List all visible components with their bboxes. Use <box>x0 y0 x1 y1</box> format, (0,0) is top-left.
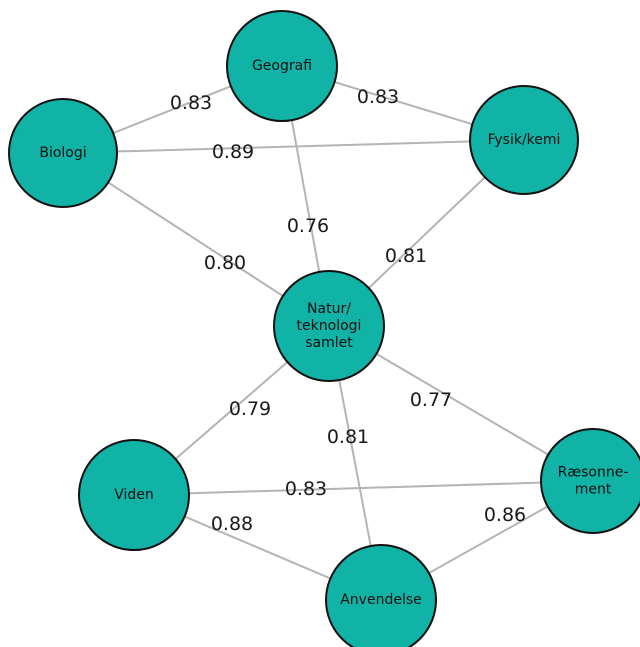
node-label-fysik: Fysik/kemi <box>488 132 561 148</box>
node-geografi: Geografi <box>226 10 338 122</box>
node-label-raesonnement-line-1: ment <box>575 482 612 498</box>
edge-label-viden-anvendelse: 0.88 <box>211 513 253 535</box>
edge-label-geografi-fysik: 0.83 <box>357 86 399 108</box>
edge-viden-raesonnement <box>133 480 594 496</box>
node-circle-raesonnement <box>540 428 640 534</box>
edge-labels-layer: 0.83 0.83 0.89 0.76 0.80 0.81 0.79 0.81 0.77 0.83… <box>170 86 526 535</box>
node-circle-anvendelse <box>325 544 437 647</box>
node-circle-natur <box>273 270 385 382</box>
edge-label-natur-raesonnement: 0.77 <box>410 389 452 411</box>
node-biologi: Biologi <box>8 98 118 208</box>
edge-label-biologi-natur: 0.80 <box>204 252 246 274</box>
node-anvendelse: Anvendelse <box>325 544 437 647</box>
node-circle-geografi <box>226 10 338 122</box>
node-label-biologi: Biologi <box>39 145 86 161</box>
edge-label-natur-anvendelse: 0.81 <box>327 426 369 448</box>
edge-label-viden-raesonnement: 0.83 <box>285 478 327 500</box>
node-label-natur-line-0: Natur/ <box>307 301 351 317</box>
node-circle-viden <box>78 439 190 551</box>
node-label-viden: Viden <box>114 487 154 503</box>
nodes-layer: Geografi Biologi Fysik/kemi Natur/teknologi… <box>8 10 640 647</box>
node-circle-biologi <box>8 98 118 208</box>
node-label-natur-line-1: teknologi <box>297 318 362 334</box>
node-label-geografi: Geografi <box>252 58 312 74</box>
node-viden: Viden <box>78 439 190 551</box>
node-label-natur-line-2: samlet <box>305 335 353 351</box>
node-raesonnement: Ræsonne-ment <box>540 428 640 534</box>
node-circle-fysik <box>469 85 579 195</box>
edge-label-geografi-natur: 0.76 <box>287 215 329 237</box>
edge-label-anvendelse-raesonnement: 0.86 <box>484 504 526 526</box>
node-label-anvendelse: Anvendelse <box>340 592 422 608</box>
edge-label-fysik-natur: 0.81 <box>385 245 427 267</box>
edge-biologi-fysik <box>62 139 525 154</box>
edge-label-biologi-fysik: 0.89 <box>212 141 254 163</box>
edge-label-biologi-geografi: 0.83 <box>170 92 212 114</box>
edge-label-natur-viden: 0.79 <box>229 398 271 420</box>
node-label-raesonnement-line-0: Ræsonne- <box>558 465 629 481</box>
node-fysik: Fysik/kemi <box>469 85 579 195</box>
